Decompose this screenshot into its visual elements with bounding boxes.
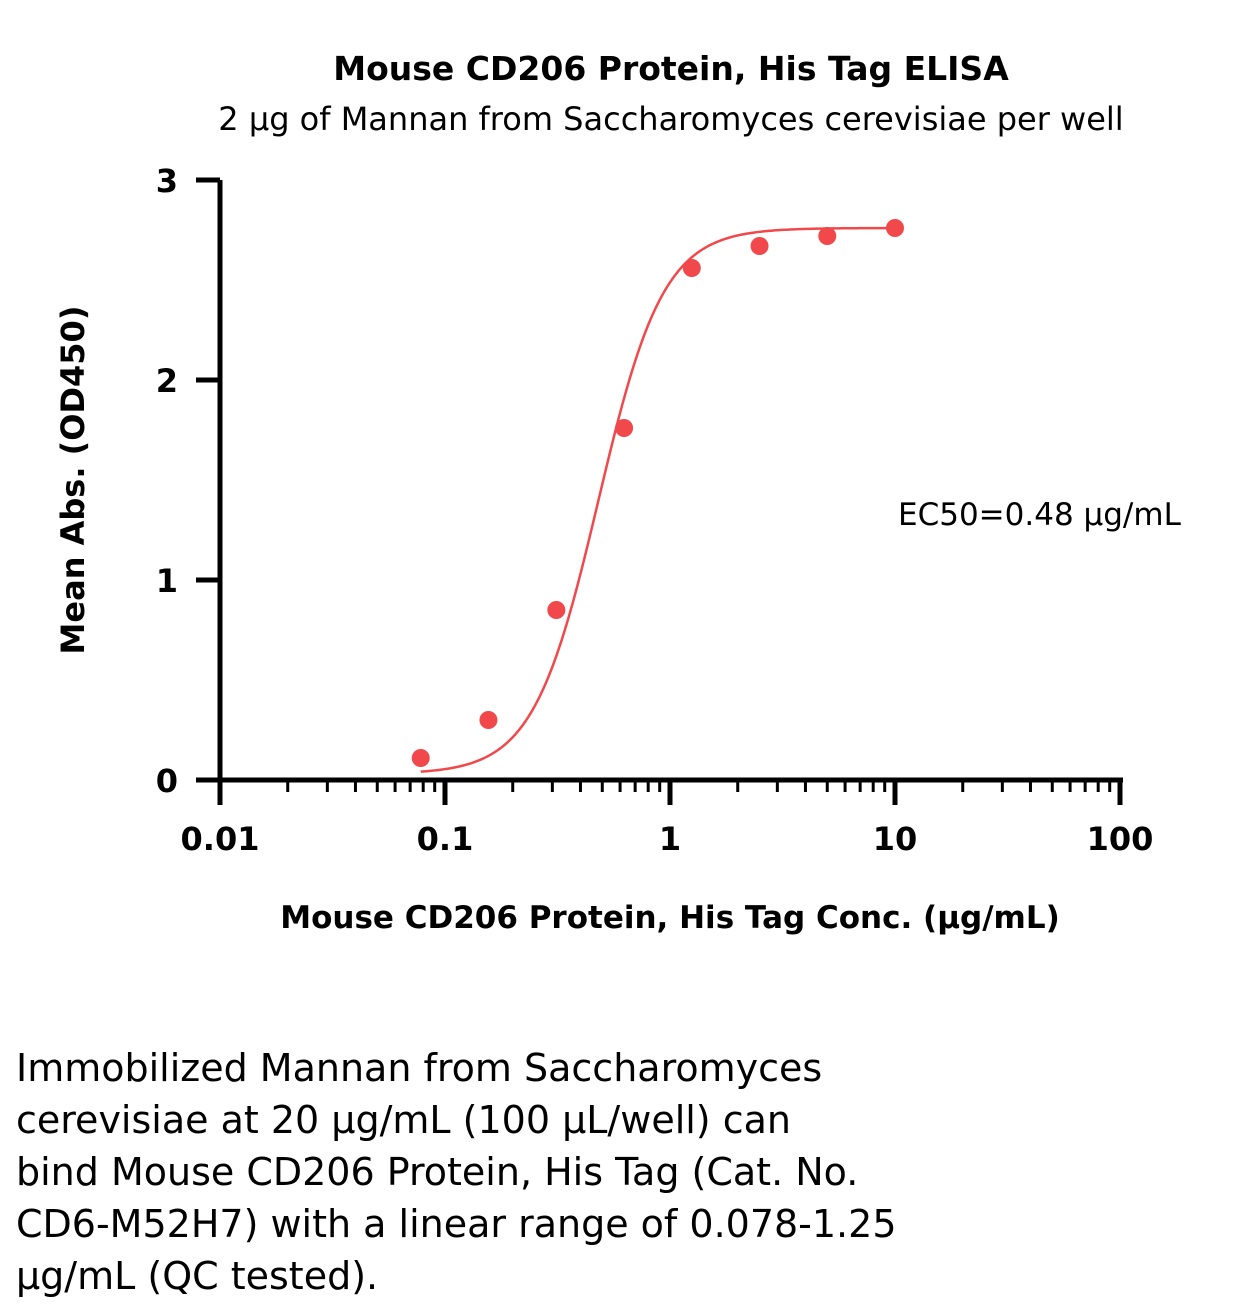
- caption-line: bind Mouse CD206 Protein, His Tag (Cat. …: [16, 1150, 859, 1194]
- y-tick-label: 2: [156, 362, 178, 400]
- data-point: [886, 219, 904, 237]
- y-tick-label: 0: [156, 762, 178, 800]
- x-tick-label: 10: [873, 820, 918, 858]
- data-point: [750, 237, 769, 255]
- caption: Immobilized Mannan from Saccharomyces ce…: [16, 1042, 1216, 1302]
- data-points: [411, 219, 904, 767]
- x-tick-label: 0.1: [417, 820, 474, 858]
- data-point: [547, 601, 566, 619]
- elisa-chart: Mouse CD206 Protein, His Tag ELISA 2 μg …: [54, 49, 1182, 936]
- chart-title: Mouse CD206 Protein, His Tag ELISA: [333, 49, 1009, 88]
- x-tick-label: 100: [1087, 820, 1154, 858]
- caption-line: μg/mL (QC tested).: [16, 1254, 379, 1298]
- y-tick-label: 1: [156, 562, 178, 600]
- chart-subtitle: 2 μg of Mannan from Saccharomyces cerevi…: [218, 100, 1123, 138]
- data-point: [479, 711, 498, 729]
- x-tick-label: 0.01: [181, 820, 260, 858]
- y-tick-label: 3: [156, 162, 178, 200]
- data-point: [615, 419, 634, 437]
- y-ticks: 0 1 2 3: [156, 162, 220, 800]
- fit-curve: [420, 226, 895, 773]
- x-ticks: 0.01 0.1 1 10 100: [181, 780, 1154, 858]
- x-tick-label: 1: [659, 820, 681, 858]
- data-point: [682, 259, 701, 277]
- data-point: [818, 227, 837, 245]
- ec50-annotation: EC50=0.48 μg/mL: [898, 497, 1182, 533]
- caption-line: CD6-M52H7) with a linear range of 0.078-…: [16, 1202, 897, 1246]
- caption-line: Immobilized Mannan from Saccharomyces: [16, 1046, 823, 1090]
- y-axis-label: Mean Abs. (OD450): [54, 306, 92, 655]
- x-axis-label: Mouse CD206 Protein, His Tag Conc. (μg/m…: [280, 900, 1060, 936]
- caption-line: cerevisiae at 20 μg/mL (100 μL/well) can: [16, 1098, 791, 1142]
- data-point: [411, 749, 430, 767]
